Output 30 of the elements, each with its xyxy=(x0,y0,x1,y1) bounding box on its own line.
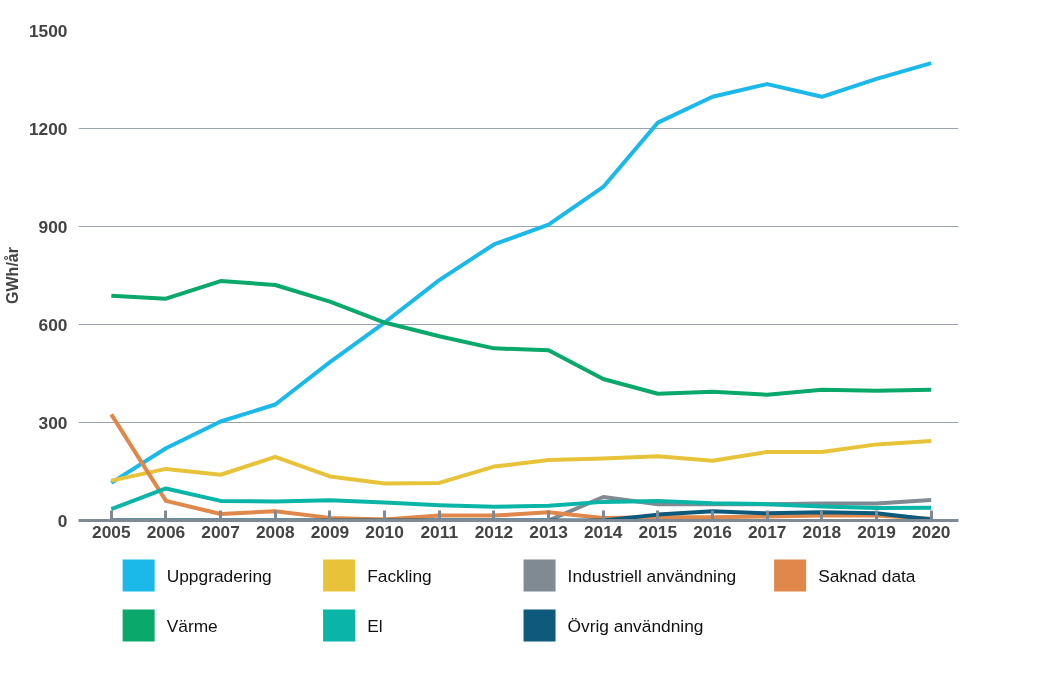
legend-label: Industriell användning xyxy=(567,565,737,586)
y-tick-label: 1200 xyxy=(28,118,68,139)
legend-label: Fackling xyxy=(367,565,432,586)
x-tick-label: 2009 xyxy=(310,521,350,542)
y-tick-label: 900 xyxy=(38,216,68,237)
y-tick-label: 300 xyxy=(38,412,68,433)
x-tick-label: 2008 xyxy=(256,521,295,542)
x-tick-label: 2010 xyxy=(365,521,404,542)
x-tick-label: 2006 xyxy=(146,521,186,542)
x-tick-label: 2019 xyxy=(857,521,896,542)
x-tick-label: 2020 xyxy=(911,521,951,542)
legend-label: Värme xyxy=(166,615,218,636)
x-tick-label: 2007 xyxy=(201,521,240,542)
x-tick-label: 2012 xyxy=(474,521,514,542)
x-tick-label: 2015 xyxy=(638,521,678,542)
x-tick-label: 2011 xyxy=(420,521,459,542)
x-tick-label: 2005 xyxy=(92,521,131,542)
y-tick-label: 1500 xyxy=(28,20,68,41)
x-tick-label: 2018 xyxy=(802,521,842,542)
y-axis-title: GWh/år xyxy=(3,247,21,304)
legend-label: El xyxy=(367,615,383,636)
y-tick-label: 600 xyxy=(38,314,68,335)
legend-label: Uppgradering xyxy=(166,565,272,586)
x-tick-label: 2017 xyxy=(747,521,787,542)
legend-label: Saknad data xyxy=(818,565,916,586)
x-tick-label: 2016 xyxy=(693,521,733,542)
y-tick-label: 0 xyxy=(57,510,68,531)
x-tick-label: 2013 xyxy=(529,521,569,542)
legend-label: Övrig användning xyxy=(567,615,704,636)
x-tick-label: 2014 xyxy=(583,521,623,542)
